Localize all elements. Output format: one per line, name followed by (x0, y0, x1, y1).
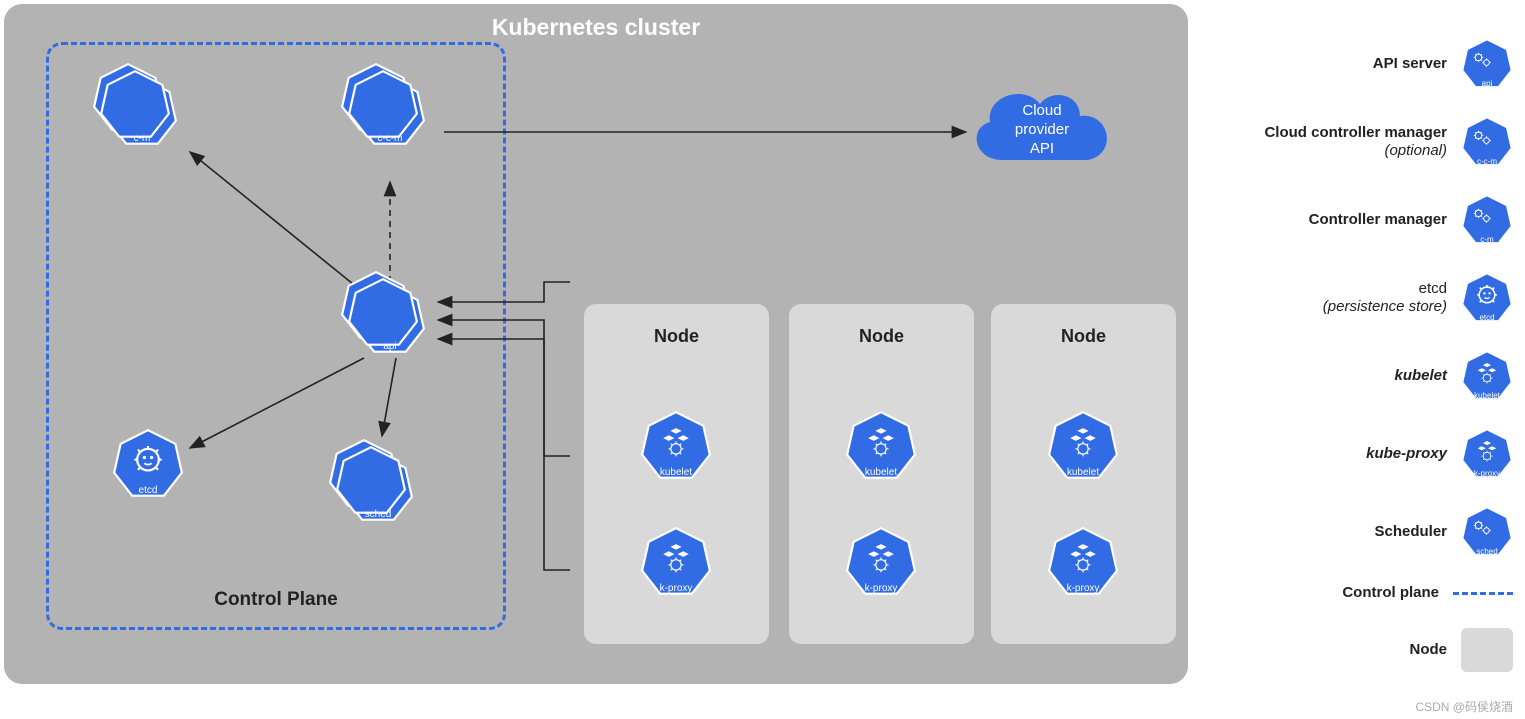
legend-label: etcd(persistence store) (1323, 280, 1447, 316)
legend-label: kube-proxy (1366, 445, 1447, 463)
legend-row: Control plane (1203, 584, 1513, 602)
legend-row: Scheduler sched (1203, 506, 1513, 558)
ccm-icon: c-c-m (354, 76, 426, 148)
control-plane-label: Control Plane (49, 589, 503, 611)
cm-icon: c-m (106, 76, 178, 148)
cloud-provider-api: CloudproviderAPI (962, 72, 1122, 182)
legend-row: API server api (1203, 38, 1513, 90)
sched-legend-icon: sched (1461, 506, 1513, 558)
legend-row: Node (1203, 628, 1513, 672)
legend: API server api Cloud controller manager(op… (1203, 38, 1513, 698)
legend-label: API server (1373, 55, 1447, 73)
node-title: Node (991, 326, 1176, 347)
etcd-icon: etcd (112, 428, 184, 500)
kproxy-icon: k-proxy (1047, 526, 1119, 598)
legend-row: kubelet kubelet (1203, 350, 1513, 402)
kproxy-icon: k-proxy (640, 526, 712, 598)
legend-label: Controller manager (1309, 211, 1447, 229)
node-title: Node (584, 326, 769, 347)
node-box: Node kubelet k-proxy (991, 304, 1176, 644)
watermark: CSDN @码侯烧酒 (1415, 698, 1513, 715)
node-title: Node (789, 326, 974, 347)
cloud-label: CloudproviderAPI (962, 102, 1122, 158)
kubelet-legend-icon: kubelet (1461, 350, 1513, 402)
kubelet-icon: kubelet (640, 410, 712, 482)
legend-label: Scheduler (1374, 523, 1447, 541)
etcd-legend-icon: etcd (1461, 272, 1513, 324)
legend-control-plane-line (1453, 592, 1513, 595)
node-box: Node kubelet k-proxy (789, 304, 974, 644)
node-box: Node kubelet k-proxy (584, 304, 769, 644)
legend-row: etcd(persistence store) etcd (1203, 272, 1513, 324)
legend-label: Cloud controller manager(optional) (1264, 124, 1447, 160)
legend-row: Cloud controller manager(optional) c-c-m (1203, 116, 1513, 168)
sched-icon: sched (342, 452, 414, 524)
legend-label: kubelet (1394, 367, 1447, 385)
cluster-container: Kubernetes cluster Control Plane c-m c-c… (4, 4, 1188, 684)
kubelet-icon: kubelet (845, 410, 917, 482)
legend-row: kube-proxy k-proxy (1203, 428, 1513, 480)
cluster-title: Kubernetes cluster (4, 14, 1188, 41)
ccm-legend-icon: c-c-m (1461, 116, 1513, 168)
legend-label: Control plane (1342, 584, 1439, 602)
legend-row: Controller manager c-m (1203, 194, 1513, 246)
api-legend-icon: api (1461, 38, 1513, 90)
kubelet-icon: kubelet (1047, 410, 1119, 482)
api-icon: api (354, 284, 426, 356)
kproxy-icon: k-proxy (845, 526, 917, 598)
legend-label: Node (1410, 641, 1448, 659)
legend-node-swatch (1461, 628, 1513, 672)
kproxy-legend-icon: k-proxy (1461, 428, 1513, 480)
cm-legend-icon: c-m (1461, 194, 1513, 246)
